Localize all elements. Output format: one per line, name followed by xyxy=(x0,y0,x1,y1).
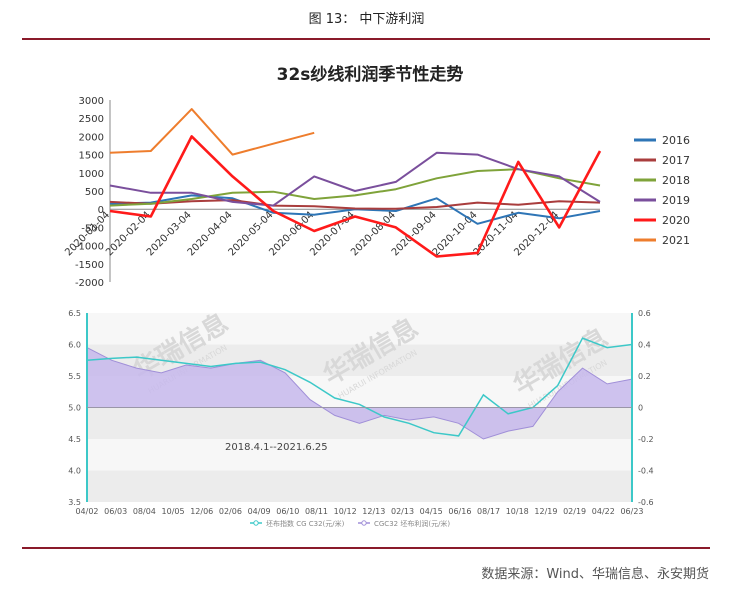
profit-area xyxy=(86,346,633,440)
x-tick-label: 04/22 xyxy=(592,507,615,516)
legend-label-2021: 2021 xyxy=(662,234,690,247)
bottom-rule xyxy=(22,547,710,549)
y-tick-label: 2000 xyxy=(79,132,104,143)
plot-band xyxy=(87,313,632,345)
x-tick-label: 04/02 xyxy=(75,507,98,516)
series-line-2019 xyxy=(109,151,601,207)
right-tick-label: 0 xyxy=(638,404,643,413)
x-tick-label: 12/13 xyxy=(362,507,385,516)
legend-label: 坯布指数 CG C32(元/米) xyxy=(266,519,345,528)
legend-label-2020: 2020 xyxy=(662,214,690,227)
legend-label-2016: 2016 xyxy=(662,134,690,147)
plot-band xyxy=(87,470,632,502)
series-line-2017 xyxy=(109,199,601,210)
y-tick-label: -500 xyxy=(81,223,104,234)
x-tick-label: 06/10 xyxy=(276,507,299,516)
x-tick-label: 08/11 xyxy=(305,507,328,516)
y-tick-label: 1000 xyxy=(79,169,104,180)
right-tick-label: -0.6 xyxy=(638,498,654,507)
x-tick-label: 08/04 xyxy=(133,507,156,516)
left-tick-label: 4.0 xyxy=(68,467,81,476)
source-note: 数据来源：Wind、华瑞信息、永安期货 xyxy=(481,567,709,582)
legend: 坯布指数 CG C32(元/米) CGC32 坯布利润(元/米) xyxy=(250,519,450,528)
legend-label-2018: 2018 xyxy=(662,174,690,187)
x-tick-label: 10/05 xyxy=(162,507,185,516)
y-tick-label: 0 xyxy=(98,205,104,216)
right-tick-label: -0.2 xyxy=(638,435,654,444)
right-tick-label: 0.6 xyxy=(638,309,651,318)
x-tick-label: 10/12 xyxy=(334,507,357,516)
left-tick-label: 6.5 xyxy=(68,309,81,318)
x-tick-label: 06/16 xyxy=(448,507,471,516)
legend: 2016 2017 2018 2019 2020 2021 xyxy=(634,134,690,247)
legend-label-2019: 2019 xyxy=(662,194,690,207)
left-tick-label: 6.0 xyxy=(68,341,81,350)
top-rule xyxy=(22,38,710,40)
legend-label: CGC32 坯布利润(元/米) xyxy=(374,519,450,528)
x-tick-label: 04/15 xyxy=(420,507,443,516)
y-tick-label: -1000 xyxy=(75,242,104,253)
series-line-2020 xyxy=(109,135,602,258)
y-tick-label: -1500 xyxy=(75,260,104,271)
legend-label-2017: 2017 xyxy=(662,154,690,167)
x-tick-label: 02/19 xyxy=(563,507,586,516)
y-tick-label: 2500 xyxy=(79,114,104,125)
y-tick-label: -2000 xyxy=(75,278,104,289)
date-range-label: 2018.4.1--2021.6.25 xyxy=(225,442,328,453)
x-tick-label: 06/23 xyxy=(620,507,643,516)
index-line xyxy=(86,337,633,437)
legend-marker xyxy=(361,520,367,526)
x-tick-label: 04/09 xyxy=(248,507,271,516)
figure-caption: 图 13： 中下游利润 xyxy=(308,12,425,27)
x-tick-label: 02/13 xyxy=(391,507,414,516)
left-tick-label: 3.5 xyxy=(68,498,81,507)
x-tick-label: 02/06 xyxy=(219,507,242,516)
y-tick-label: 1500 xyxy=(79,151,104,162)
plot-band xyxy=(87,439,632,471)
x-tick-label: 08/17 xyxy=(477,507,500,516)
legend-marker xyxy=(253,520,259,526)
chart-title: 32s纱线利润季节性走势 xyxy=(277,64,464,85)
y-tick-label: 3000 xyxy=(79,96,104,107)
right-tick-label: -0.4 xyxy=(638,467,654,476)
yarn-profit-chart: 32s纱线利润季节性走势 3000 2500 2000 1500 1000 500 0 -50… xyxy=(63,64,690,289)
left-tick-label: 5.0 xyxy=(68,404,81,413)
x-tick-label: 06/03 xyxy=(104,507,127,516)
right-tick-label: 0.2 xyxy=(638,372,651,381)
x-tick-label: 10/18 xyxy=(506,507,529,516)
y-tick-label: 500 xyxy=(85,187,104,198)
series-line-2021 xyxy=(109,108,315,156)
right-tick-label: 0.4 xyxy=(638,341,651,350)
x-tick-label: 12/06 xyxy=(190,507,213,516)
left-tick-label: 4.5 xyxy=(68,435,81,444)
left-tick-label: 5.5 xyxy=(68,372,81,381)
x-tick-label: 12/19 xyxy=(534,507,557,516)
